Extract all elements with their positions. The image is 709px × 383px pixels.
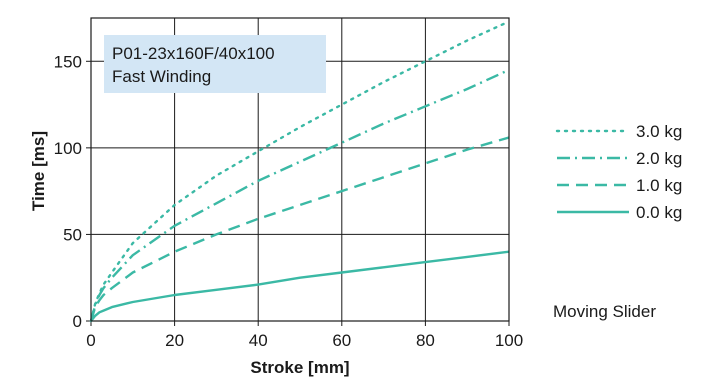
x-tick-label: 80 [416, 331, 435, 350]
x-tick-label: 40 [249, 331, 268, 350]
annotation-line-2: Fast Winding [112, 67, 211, 86]
x-tick-label: 60 [332, 331, 351, 350]
annotation-box [104, 35, 326, 93]
legend-label: 1.0 kg [636, 176, 682, 195]
plot-frame [90, 17, 510, 322]
plot-border [90, 17, 510, 322]
y-tick-label: 0 [73, 312, 82, 331]
y-tick-label: 100 [54, 139, 82, 158]
y-axis-title: Time [ms] [29, 131, 48, 211]
y-tick-label: 50 [63, 225, 82, 244]
note-moving-slider: Moving Slider [553, 302, 656, 321]
y-tick-label: 150 [54, 52, 82, 71]
legend-label: 3.0 kg [636, 122, 682, 141]
tick-labels: 0 20 40 60 80 100 0 50 100 150 [54, 52, 524, 350]
legend-label: 0.0 kg [636, 203, 682, 222]
series-line-2-0-kg [89, 68, 510, 322]
series-lines [89, 20, 511, 323]
x-axis-title: Stroke [mm] [250, 358, 349, 377]
x-tick-label: 100 [495, 331, 523, 350]
series-line-1-0-kg [89, 136, 510, 322]
series-line-0-0-kg [90, 250, 510, 322]
legend-label: 2.0 kg [636, 149, 682, 168]
annotation-line-1: P01-23x160F/40x100 [112, 44, 275, 63]
legend: 3.0 kg 2.0 kg 1.0 kg 0.0 kg [555, 122, 682, 222]
x-tick-label: 0 [86, 331, 95, 350]
x-tick-label: 20 [165, 331, 184, 350]
